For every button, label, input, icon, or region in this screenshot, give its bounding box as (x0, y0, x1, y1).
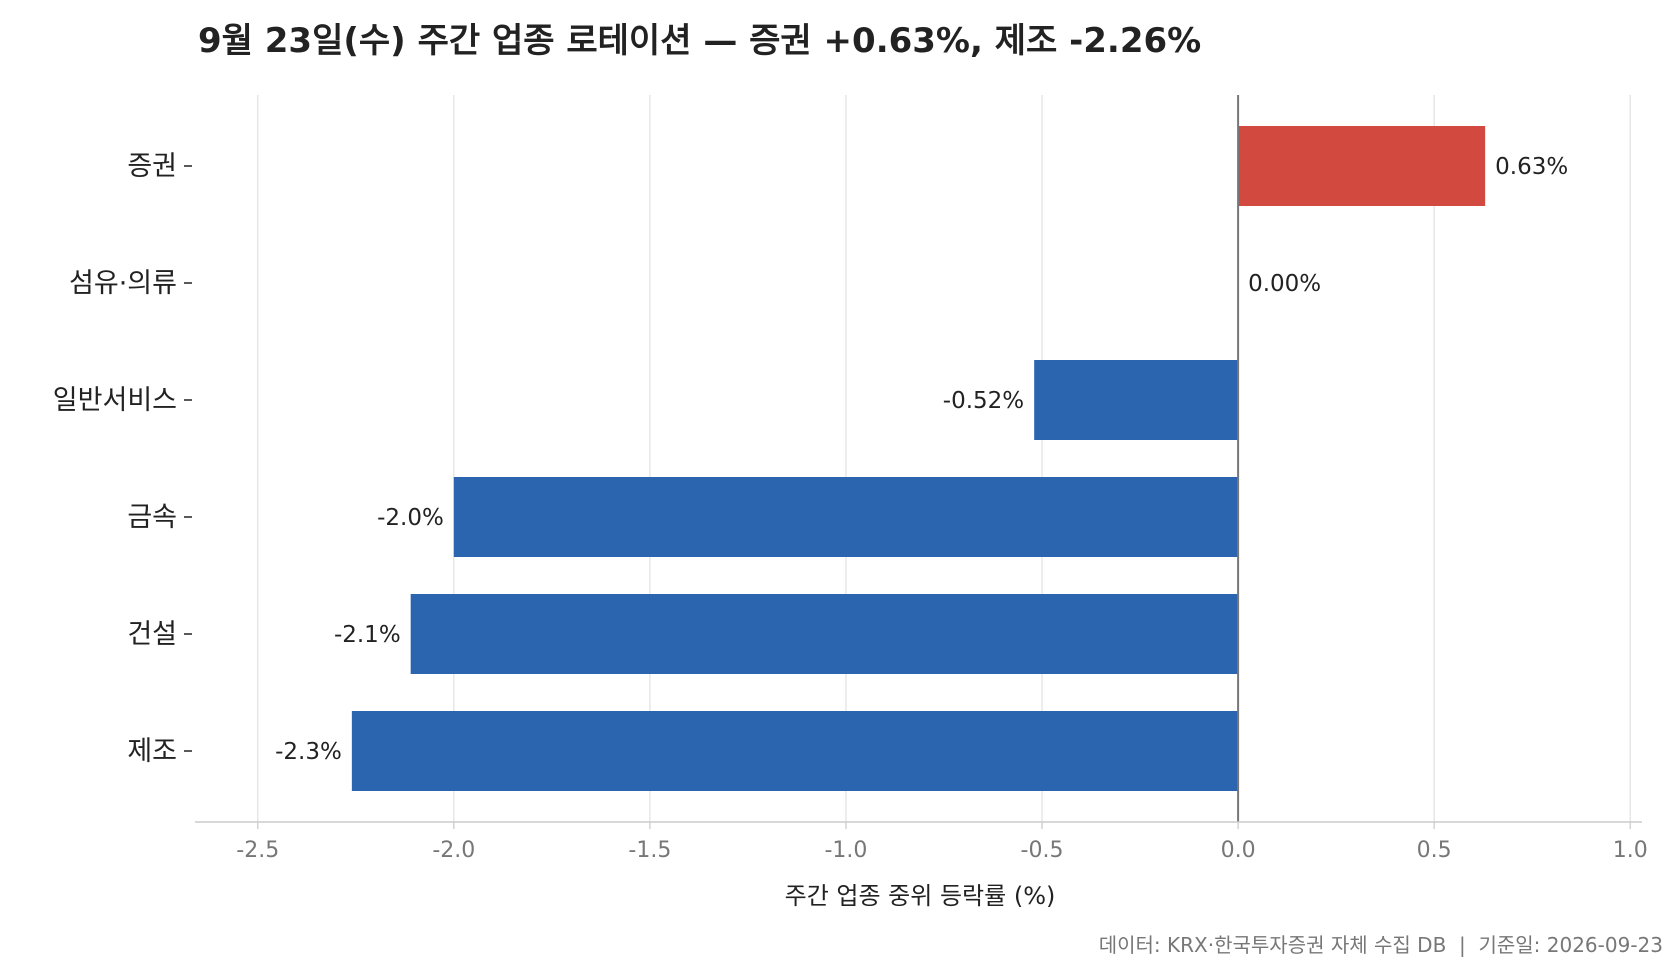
data-label: 0.00% (1248, 271, 1321, 297)
x-axis-label: 주간 업종 중위 등락률 (%) (785, 882, 1056, 910)
source-footnote: 데이터: KRX·한국투자증권 자체 수집 DB | 기준일: 2026-09-… (1099, 933, 1663, 957)
y-tick-label: 금속 (127, 502, 177, 533)
bar (1238, 126, 1486, 206)
bar (410, 594, 1239, 674)
bar (453, 477, 1239, 557)
bar (1034, 360, 1239, 440)
x-tick-label: 0.0 (1221, 838, 1256, 863)
bar (351, 711, 1239, 791)
bars (351, 126, 1486, 791)
x-tick-label: -1.5 (628, 838, 671, 863)
y-tick-label: 일반서비스 (53, 385, 177, 416)
data-label: 0.63% (1495, 154, 1568, 180)
data-labels: 0.63% 0.00% -0.52% -2.0% -2.1% -2.3% (275, 154, 1568, 765)
data-label: -2.1% (334, 622, 401, 648)
x-tick-label: -2.5 (236, 838, 279, 863)
y-tick-label: 증권 (127, 151, 177, 182)
y-tick-label: 건설 (127, 619, 177, 650)
data-label: -2.3% (275, 739, 342, 765)
y-tick-label: 제조 (127, 736, 177, 767)
x-tick-label: -2.0 (432, 838, 475, 863)
x-tick-label: -0.5 (1021, 838, 1064, 863)
x-tick-label: -1.0 (824, 838, 867, 863)
chart-title: 9월 23일(수) 주간 업종 로테이션 — 증권 +0.63%, 제조 -2.… (198, 21, 1201, 61)
x-tick-label: 0.5 (1417, 838, 1452, 863)
x-axis: -2.5 -2.0 -1.5 -1.0 -0.5 0.0 0.5 1.0 (195, 821, 1648, 863)
data-label: -0.52% (943, 388, 1024, 414)
data-label: -2.0% (377, 505, 444, 531)
y-tick-label: 섬유·의류 (69, 268, 177, 299)
x-tick-label: 1.0 (1613, 838, 1648, 863)
